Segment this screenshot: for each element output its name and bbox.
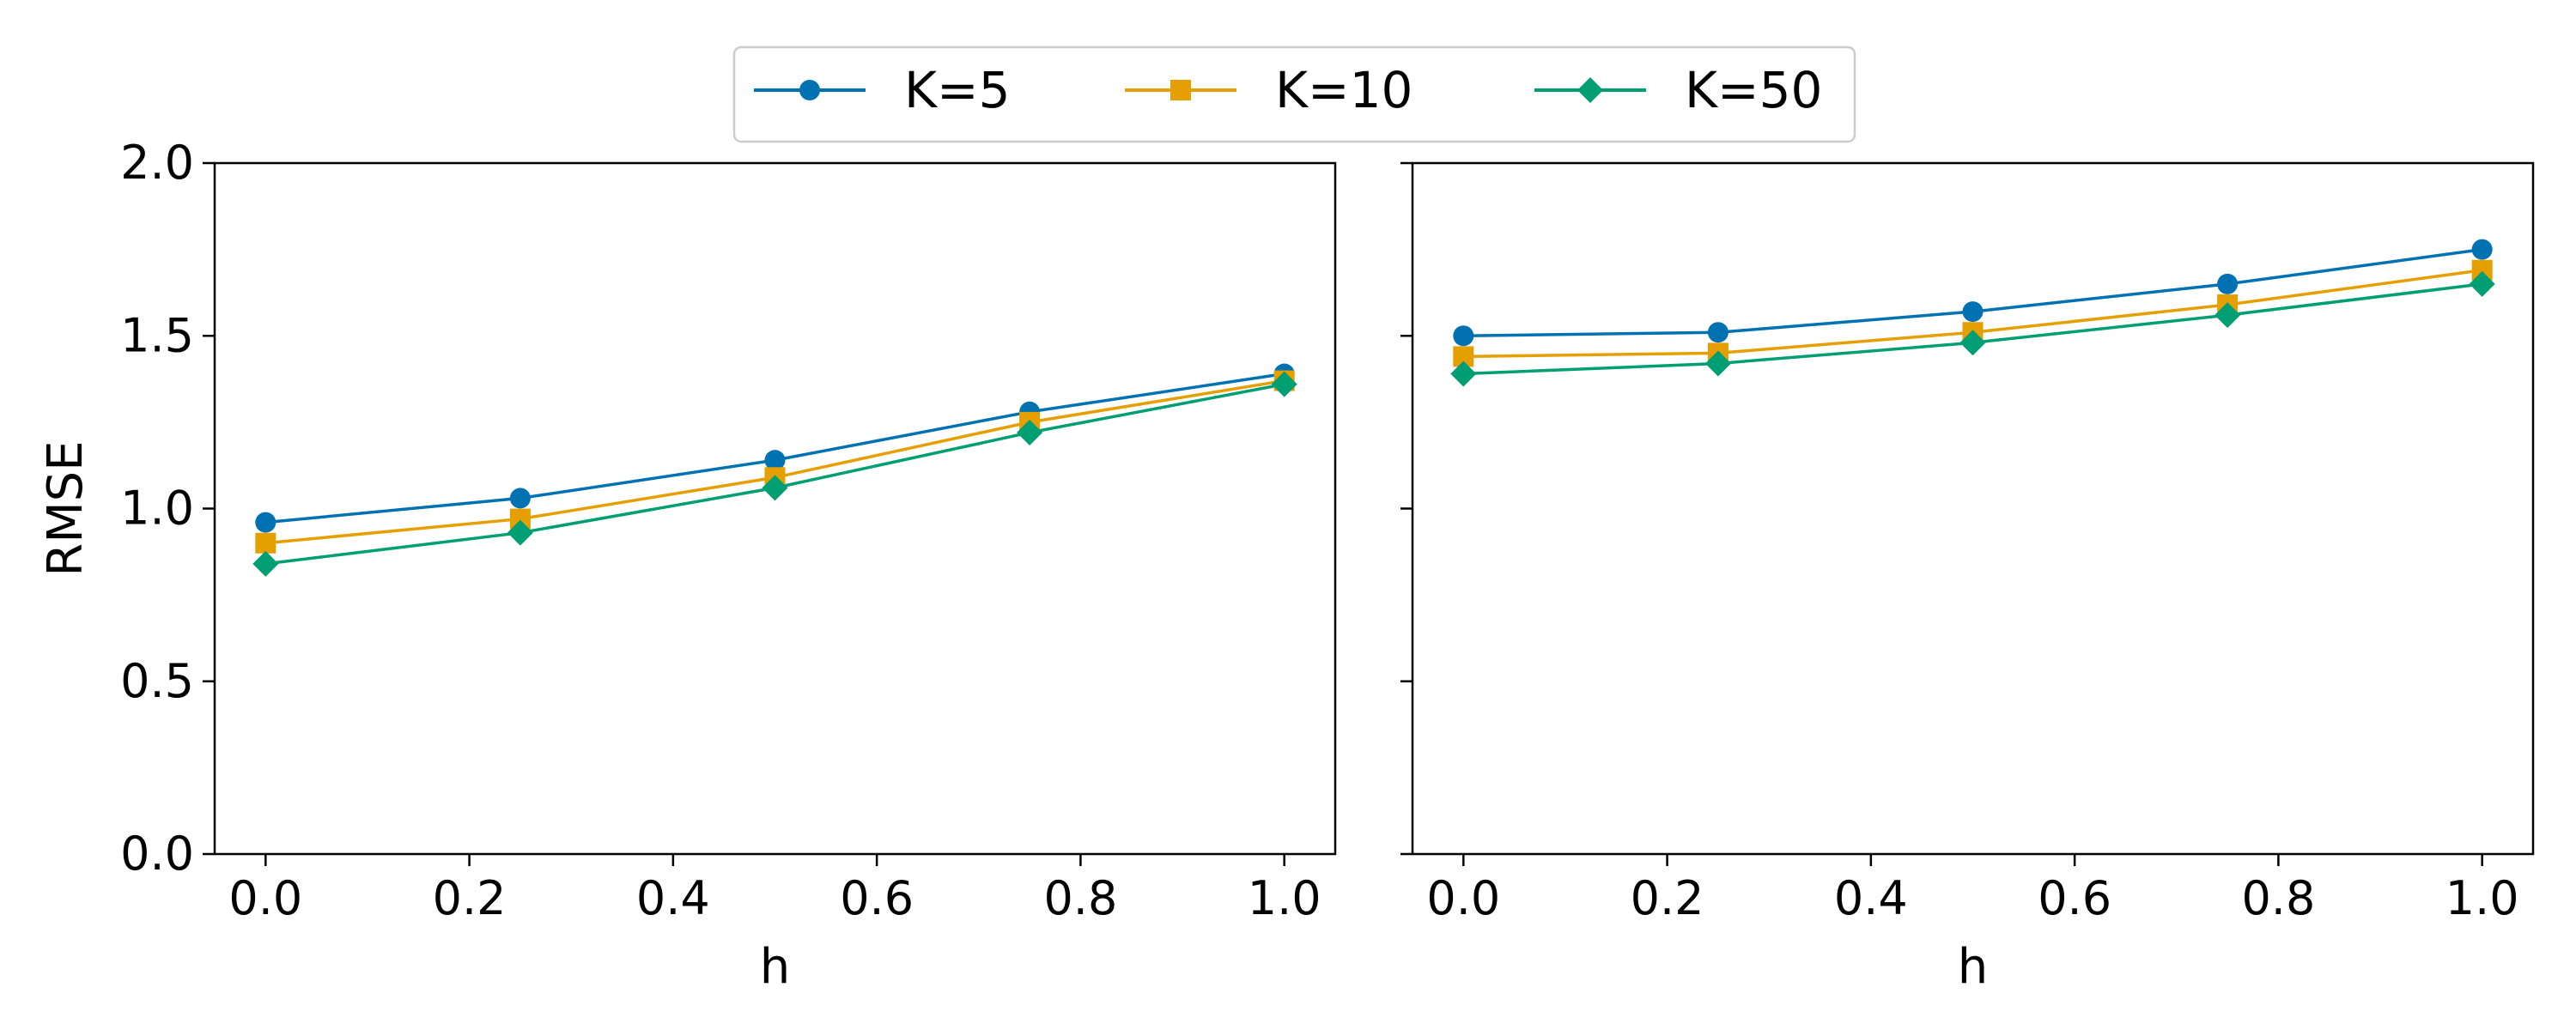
data-point-k5 <box>2217 273 2239 294</box>
data-point-k5 <box>2471 239 2493 260</box>
x-tick-label: 0.4 <box>1834 871 1908 925</box>
data-point-k50 <box>1017 419 1043 445</box>
legend-label: K=10 <box>1275 61 1413 119</box>
data-point-k50 <box>1450 360 1477 387</box>
legend-label: K=5 <box>904 61 1011 119</box>
legend-marker <box>799 80 820 100</box>
data-point-k50 <box>1959 330 1986 356</box>
data-point-k5 <box>1962 301 1984 323</box>
y-tick-label: 2.0 <box>120 136 194 190</box>
data-point-k10 <box>255 532 276 554</box>
x-tick-label: 0.6 <box>2038 871 2111 925</box>
right-panel: 0.0 0.2 0.4 0.6 0.8 1.0 h <box>1400 161 2535 995</box>
data-point-k50 <box>507 519 533 546</box>
data-point-k5 <box>255 512 276 533</box>
data-point-k50 <box>1271 371 1297 397</box>
y-axis-label: RMSE <box>38 440 94 576</box>
x-tick-label: 0.8 <box>1043 871 1117 925</box>
data-point-k50 <box>2215 302 2241 329</box>
y-tick-label: 0.0 <box>120 827 194 881</box>
legend-marker <box>1577 77 1603 103</box>
x-tick-label: 0.2 <box>433 871 507 925</box>
data-point-k50 <box>1704 350 1731 377</box>
data-point-k50 <box>2469 270 2495 297</box>
data-point-k5 <box>764 450 786 471</box>
x-axis-label: h <box>1958 939 1989 995</box>
data-point-k50 <box>762 475 788 501</box>
data-point-k50 <box>252 550 279 577</box>
plot-frame <box>213 161 1337 856</box>
x-tick-label: 0.0 <box>1426 871 1500 925</box>
x-axis-label: h <box>760 939 791 995</box>
data-point-k5 <box>1707 322 1728 343</box>
legend-marker <box>1170 80 1191 100</box>
legend: K=5 K=10 K=50 <box>732 45 1856 143</box>
y-tick-label: 1.0 <box>120 482 194 536</box>
legend-box <box>732 45 1856 143</box>
y-tick-label: 1.5 <box>120 308 194 362</box>
data-point-k5 <box>509 488 531 509</box>
y-tick-label: 0.5 <box>120 654 194 708</box>
x-tick-label: 0.8 <box>2241 871 2315 925</box>
x-tick-label: 0.0 <box>228 871 302 925</box>
x-tick-label: 0.6 <box>840 871 914 925</box>
legend-label: K=50 <box>1685 61 1822 119</box>
left-panel: 0.0 0.5 1.0 1.5 2.0 0.0 0.2 0.4 0.6 0.8 1.0 h RMSE <box>38 136 1337 995</box>
data-point-k5 <box>1453 325 1474 347</box>
x-tick-label: 0.2 <box>1631 871 1704 925</box>
x-tick-label: 1.0 <box>1248 871 1321 925</box>
x-tick-label: 0.4 <box>636 871 710 925</box>
x-tick-label: 1.0 <box>2445 871 2519 925</box>
